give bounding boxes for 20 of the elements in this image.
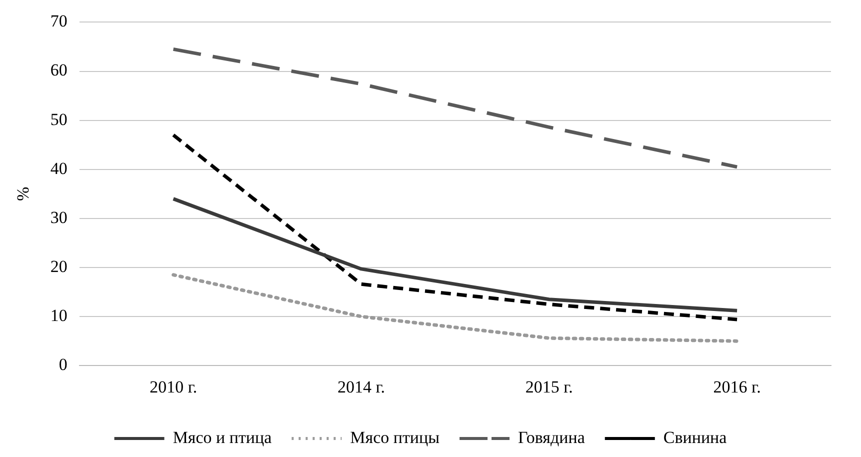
legend-label: Мясо птицы <box>350 428 440 447</box>
line-series <box>172 273 739 343</box>
y-tick-label: 40 <box>50 158 68 178</box>
legend-label: Говядина <box>518 428 586 447</box>
y-tick-label: 30 <box>50 208 68 227</box>
legend-label: Мясо и птица <box>172 428 272 447</box>
line-series <box>172 47 739 169</box>
y-tick-label: 20 <box>50 256 68 276</box>
x-tick-label: 2014 г. <box>337 377 386 396</box>
line-series <box>172 133 739 322</box>
y-tick-label: 60 <box>50 60 68 80</box>
y-tick-label: 70 <box>50 12 68 31</box>
y-tick-label: 50 <box>50 110 68 129</box>
y-tick-label: 10 <box>50 306 68 326</box>
y-axis-title: % <box>14 186 33 201</box>
x-tick-label: 2010 г. <box>150 377 198 396</box>
y-tick-label: 0 <box>58 355 68 374</box>
x-tick-label: 2016 г. <box>713 377 761 396</box>
x-tick-label: 2015 г. <box>525 377 573 396</box>
legend-label: Свинина <box>663 428 728 447</box>
